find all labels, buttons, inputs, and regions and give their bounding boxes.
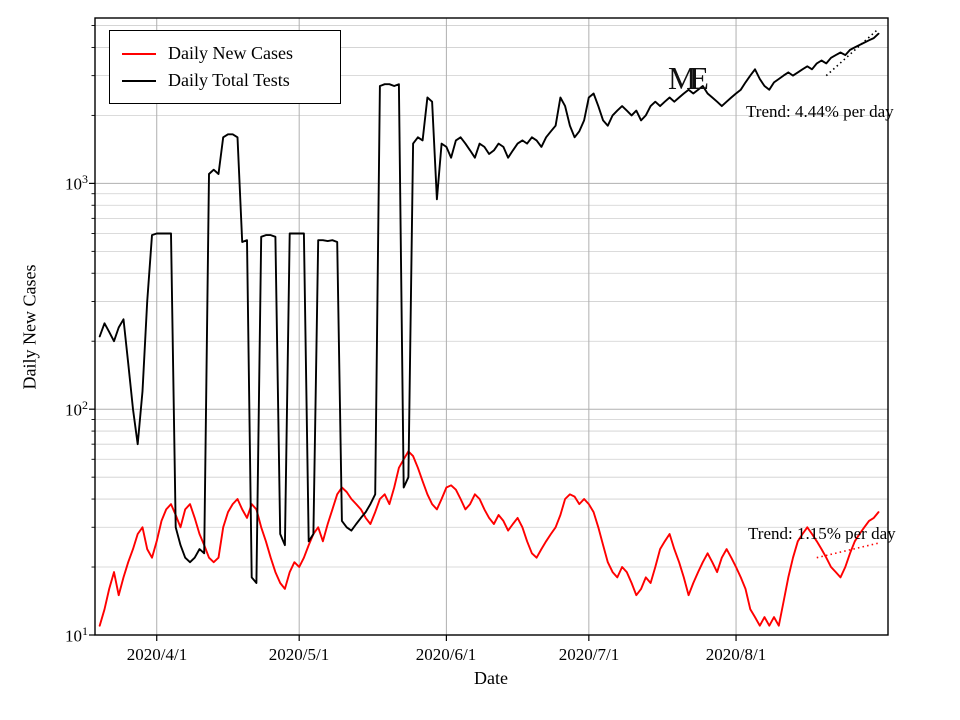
daily-total-tests-line — [98, 32, 880, 584]
legend-item-cases: Daily New Cases — [122, 40, 328, 67]
legend-item-tests: Daily Total Tests — [122, 67, 328, 94]
x-axis-title: Date — [474, 668, 508, 688]
cases-trend-annotation: Trend: 1.15% per day — [748, 524, 896, 543]
y-axis-title: Daily New Cases — [19, 264, 40, 390]
legend-label-tests: Daily Total Tests — [168, 70, 290, 90]
legend: Daily New Cases Daily Total Tests — [109, 30, 341, 104]
cases-trend-dotted-line — [816, 542, 879, 559]
cases-line-sample — [122, 52, 156, 55]
region-label: ME — [668, 60, 709, 96]
tests-line-sample — [122, 79, 156, 82]
tests-trend-dotted-line — [825, 28, 880, 77]
daily-new-cases-line — [98, 450, 880, 627]
legend-label-cases: Daily New Cases — [168, 43, 293, 63]
tests-trend-annotation: Trend: 4.44% per day — [746, 102, 894, 121]
plot-border — [94, 17, 889, 636]
